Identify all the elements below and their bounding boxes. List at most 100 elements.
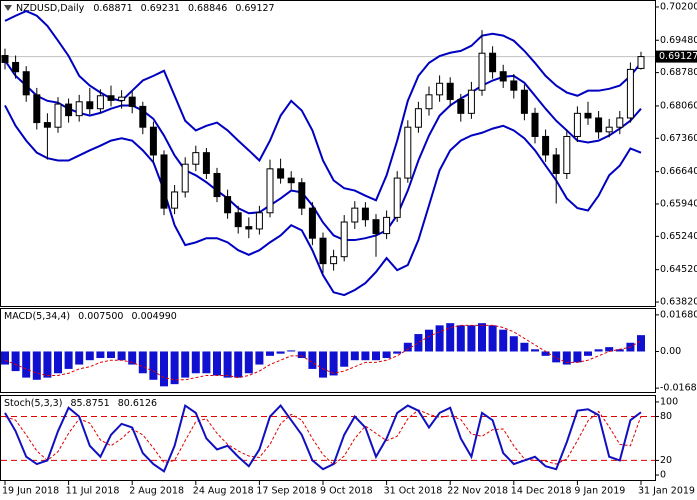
candle-body [234,212,242,228]
candle-body [277,168,285,179]
y-tick-label: 100 [660,396,678,407]
y-tick-label: 0.00 [660,346,681,357]
candle-body [446,82,454,100]
macd-bar [584,351,592,356]
x-tick-label: 31 Jan 2019 [638,486,695,497]
candle-body [414,108,422,128]
k-last: 85.8751 [70,398,109,409]
x-tick-label: 11 Jul 2018 [66,486,120,497]
current-price-label: 0.69127 [659,51,697,62]
candle-body [520,89,528,114]
candle-body [563,135,571,174]
main-panel [0,0,656,307]
candle-body [467,89,475,114]
candle-body [595,117,603,133]
candle-body [33,94,41,124]
macd-bar [520,342,529,352]
macd-bar [297,351,306,359]
candle-body [584,112,592,119]
macd-last: 0.007500 [78,311,123,322]
x-tick-label: 24 Aug 2018 [193,486,254,497]
candle-body [330,256,338,265]
y-tick-label: 0.63820 [660,297,697,308]
macd-bar [340,351,349,367]
candle-body [542,135,550,156]
candle-body [457,98,465,114]
candle-body [510,80,518,91]
candle-body [436,82,444,96]
y-tick-label: 0.68780 [660,67,697,78]
candle-body [351,207,359,223]
macd-bar [191,351,200,374]
y-tick-label: 0.64520 [660,264,697,275]
candle-body [245,226,253,230]
y-tick-label: 20 [660,455,672,466]
macd-bar [446,323,455,352]
macd-bar [329,351,338,376]
macd-bar [181,351,190,378]
macd-bar [372,351,380,361]
candle-body [319,237,327,265]
candle-body [616,117,624,128]
macd-bar [117,351,126,361]
x-tick-label: 2 Aug 2018 [129,486,184,497]
macd-bar [96,351,105,359]
macd-bar [509,336,518,352]
candle-body [361,207,369,221]
macd-bar [266,351,274,356]
candle-body [372,219,380,235]
macd-bar [350,351,359,361]
macd-bar [382,351,391,359]
macd-bar [541,351,550,356]
header-open: 0.68871 [93,3,132,14]
signal-last: 0.004990 [132,311,177,322]
macd-bar [54,351,62,374]
macd-panel [0,308,656,393]
candle-body [255,212,263,230]
candle-body [266,168,274,214]
y-tick-label: 0.69480 [660,35,697,46]
candle-body [499,71,507,82]
y-tick-label: 0.67360 [660,133,697,144]
x-tick-label: 9 Oct 2018 [320,486,373,497]
candle-body [340,221,348,258]
macd-bar [467,325,476,352]
candle-body [213,172,221,198]
macd-bar [499,329,508,352]
symbol-title: NZDUSD,Daily [16,3,85,14]
current-price-box [656,50,697,63]
macd-bar [138,351,147,374]
macd-bar [43,351,52,378]
candle-body [181,163,189,193]
candle-body [96,95,104,110]
macd-bar [1,351,9,365]
candle-body [478,52,486,91]
stoch-header: Stoch(5,3,3) 85.8751 80.6126 [4,398,157,409]
candle-body [425,94,433,110]
candle-body [298,182,306,209]
macd-bar [255,351,264,365]
candle-body [489,52,497,73]
macd-bar [244,351,253,374]
candle-body [160,154,168,209]
bollinger-band [4,105,642,297]
x-tick-label: 22 Nov 2018 [447,486,508,497]
bollinger-band [4,60,642,242]
header-high: 0.69231 [141,3,180,14]
macd-bar [552,351,561,363]
macd-bar [213,351,221,376]
stoch-panel [0,395,656,481]
macd-bar [562,351,571,365]
candle-body [171,191,179,209]
candle-body [552,154,560,174]
candle-body [149,126,157,156]
macd-bar [128,351,137,365]
y-tick-label: 0.70200 [660,1,697,12]
macd-bar [75,351,84,365]
y-tick-label: 0.68060 [660,100,697,111]
candle-body [75,101,83,117]
macd-bar [605,347,614,352]
macd-bar [32,351,41,380]
macd-bar [149,351,158,380]
macd-bar [425,329,433,352]
